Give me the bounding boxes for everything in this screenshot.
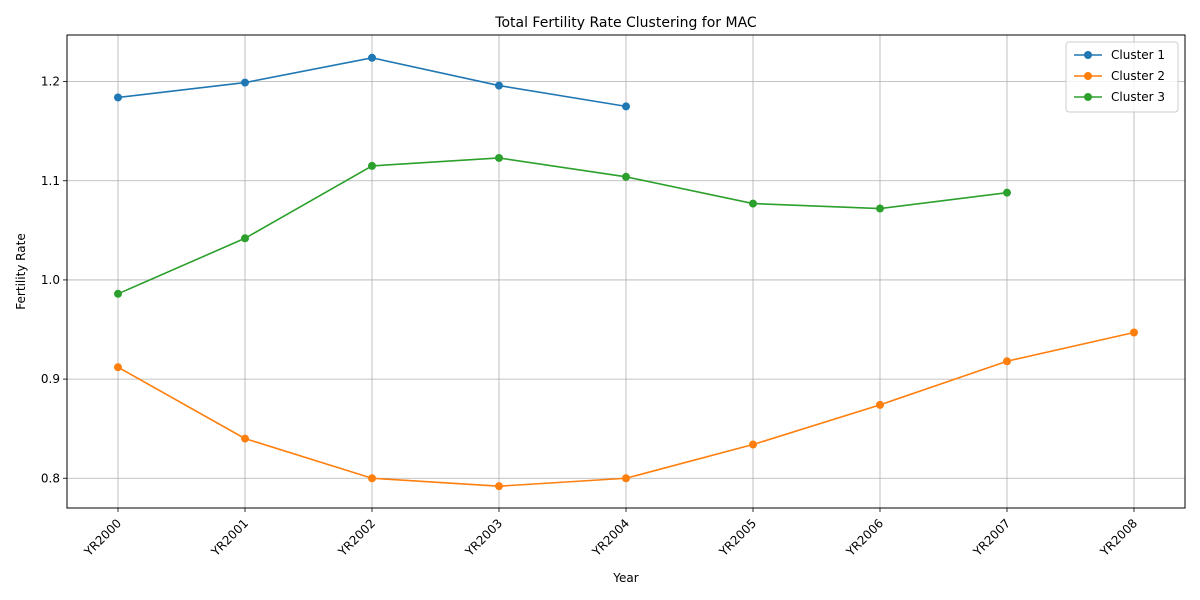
data-point	[1130, 328, 1138, 337]
y-axis: 0.8 0.9 1.0 1.1 1.2	[41, 75, 67, 485]
y-tick-label: 0.9	[41, 372, 60, 386]
series-3	[114, 153, 1011, 298]
data-point	[368, 161, 376, 170]
y-axis-label: Fertility Rate	[14, 233, 28, 309]
data-point	[241, 434, 249, 443]
data-point	[114, 93, 122, 102]
data-point	[495, 482, 503, 491]
legend-item: Cluster 2	[1074, 69, 1165, 83]
series-1	[114, 53, 630, 111]
x-axis: YR2000 YR2001 YR2002 YR2003 YR2004 YR2005 YR20…	[81, 508, 1140, 560]
x-tick-label: YR2001	[208, 516, 251, 559]
series-2	[114, 328, 1138, 491]
x-tick-label: YR2002	[335, 516, 378, 559]
data-point	[622, 102, 630, 111]
legend-marker	[1084, 93, 1092, 101]
data-point	[622, 474, 630, 483]
x-tick-label: YR2006	[843, 516, 886, 559]
data-point	[1003, 357, 1011, 366]
data-point	[749, 440, 757, 449]
chart-title: Total Fertility Rate Clustering for MAC	[494, 15, 757, 31]
x-tick-label: YR2007	[970, 516, 1013, 559]
data-point	[749, 199, 757, 208]
x-tick-label: YR2004	[589, 516, 632, 559]
x-tick-label: YR2000	[81, 516, 124, 559]
legend-item: Cluster 3	[1074, 90, 1165, 104]
data-point	[114, 363, 122, 372]
data-point	[368, 53, 376, 62]
x-axis-label: Year	[612, 571, 638, 585]
legend-label: Cluster 1	[1111, 48, 1165, 62]
legend-box	[1065, 41, 1179, 113]
y-tick-label: 1.1	[41, 174, 60, 188]
x-tick-label: YR2005	[716, 516, 759, 559]
data-point	[114, 289, 122, 298]
legend: Cluster 1 Cluster 2 Cluster 3	[1065, 41, 1179, 113]
data-point	[622, 172, 630, 181]
x-tick-label: YR2008	[1097, 516, 1140, 559]
legend-label: Cluster 2	[1111, 69, 1165, 83]
data-point	[241, 234, 249, 243]
series-line	[117, 157, 1008, 295]
y-tick-label: 1.0	[41, 273, 60, 287]
data-point	[368, 474, 376, 483]
data-point	[876, 204, 884, 213]
data-point	[876, 400, 884, 409]
data-point	[495, 153, 503, 162]
data-point	[241, 78, 249, 87]
y-tick-label: 1.2	[41, 75, 60, 89]
data-point	[495, 81, 503, 90]
legend-marker	[1084, 72, 1092, 80]
data-point	[1003, 188, 1011, 197]
legend-label: Cluster 3	[1111, 90, 1165, 104]
y-tick-label: 0.8	[41, 471, 60, 485]
legend-item: Cluster 1	[1074, 48, 1165, 62]
x-tick-label: YR2003	[462, 516, 505, 559]
series-layer	[114, 53, 1138, 491]
legend-marker	[1084, 51, 1092, 59]
